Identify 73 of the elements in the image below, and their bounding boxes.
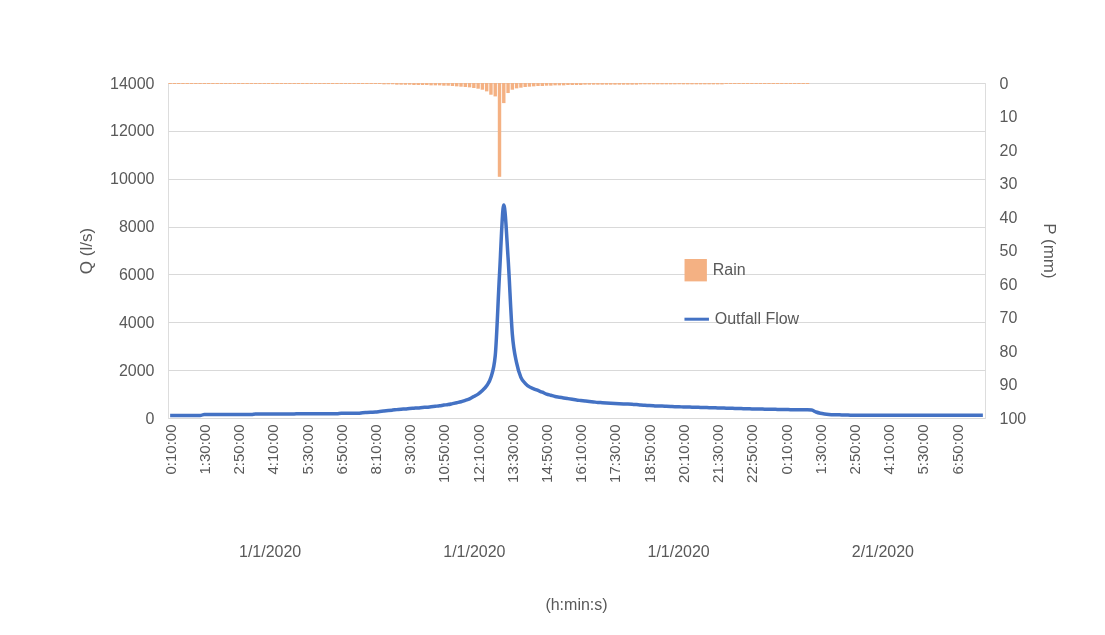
x-tick-label: 0:10:00 [161, 424, 179, 475]
bar [450, 83, 455, 87]
x-tick-label: 18:50:00 [640, 424, 658, 483]
x-tick-label: 12:10:00 [469, 424, 487, 483]
x-tick-label: 20:10:00 [674, 424, 692, 483]
bar [553, 83, 557, 86]
bar [549, 83, 553, 86]
x-tick-label: 16:10:00 [572, 424, 590, 483]
text: 1/1/2020 [647, 543, 710, 560]
x-tick-label: 14:50:00 [538, 424, 556, 483]
legend-label: Outfall Flow [714, 310, 800, 328]
y2-tick-label: 100 [999, 409, 1027, 427]
bar [540, 83, 544, 87]
y-tick-label: 2000 [118, 361, 155, 379]
bar [510, 83, 515, 90]
x-tick-label: 6:50:00 [948, 424, 966, 475]
bar [527, 83, 532, 87]
y2-tick-label: 70 [999, 309, 1018, 326]
y2-tick-label: 20 [999, 141, 1018, 159]
text: 1/1/2020 [238, 543, 302, 560]
x-tick-label: 21:30:00 [709, 424, 727, 483]
bar [442, 83, 446, 86]
y2-tick-label: 30 [999, 175, 1018, 192]
text: 1/1/2020 [443, 543, 506, 560]
y2-tick-label: 40 [999, 208, 1018, 226]
y2-tick-label: 50 [999, 242, 1018, 259]
y-tick-label: 14000 [110, 74, 155, 92]
x-tick-label: 2:50:00 [846, 424, 864, 475]
y-tick-label: 8000 [118, 218, 155, 236]
bar [480, 83, 485, 90]
x-tick-label: 0:10:00 [777, 424, 795, 475]
text: 2/1/2020 [851, 543, 915, 560]
bar [519, 83, 523, 88]
bar [446, 83, 450, 86]
y-tick-label: 10000 [110, 170, 155, 188]
x-tick-label: 5:30:00 [298, 424, 316, 475]
x-tick-label: 4:10:00 [880, 424, 898, 475]
legend-label: Rain [712, 261, 746, 279]
bar [544, 83, 549, 86]
x-tick-label: 9:30:00 [401, 424, 419, 475]
y2-tick-label: 80 [999, 342, 1018, 360]
x-tick-label: 6:50:00 [332, 424, 350, 475]
y2-tick-label: 60 [999, 275, 1018, 293]
bar [429, 83, 433, 86]
x-tick-label: 22:50:00 [743, 424, 761, 483]
bar [459, 83, 463, 87]
y-axis-title: Q (l/s) [77, 227, 97, 275]
bar [412, 83, 416, 86]
bar [523, 83, 527, 88]
x-tick-label: 1:30:00 [811, 424, 829, 475]
bar [472, 83, 476, 89]
y2-tick-label: 10 [999, 108, 1018, 125]
y-tick-label: 4000 [118, 313, 155, 331]
x-tick-label: 2:50:00 [230, 424, 248, 475]
text: (h:min:s) [545, 596, 608, 613]
y2-axis-title: P (mm) [1040, 223, 1060, 279]
y-tick-label: 0 [145, 409, 155, 427]
bar [536, 83, 540, 87]
x-tick-label: 10:50:00 [435, 424, 453, 483]
line-series [168, 203, 985, 418]
bar [476, 83, 480, 89]
x-tick-label: 1:30:00 [195, 424, 213, 475]
y-tick-label: 12000 [110, 122, 155, 140]
x-tick-label: 17:30:00 [606, 424, 624, 483]
x-tick-label: 4:10:00 [264, 424, 282, 475]
bar [489, 83, 493, 95]
y2-tick-label: 0 [999, 74, 1009, 92]
bar [566, 83, 570, 86]
y2-tick-label: 90 [999, 376, 1018, 393]
x-tick-label: 8:10:00 [366, 424, 384, 475]
x-tick-label: 13:30:00 [503, 424, 521, 483]
y-tick-label: 6000 [118, 265, 155, 283]
x-tick-label: 5:30:00 [914, 424, 932, 475]
